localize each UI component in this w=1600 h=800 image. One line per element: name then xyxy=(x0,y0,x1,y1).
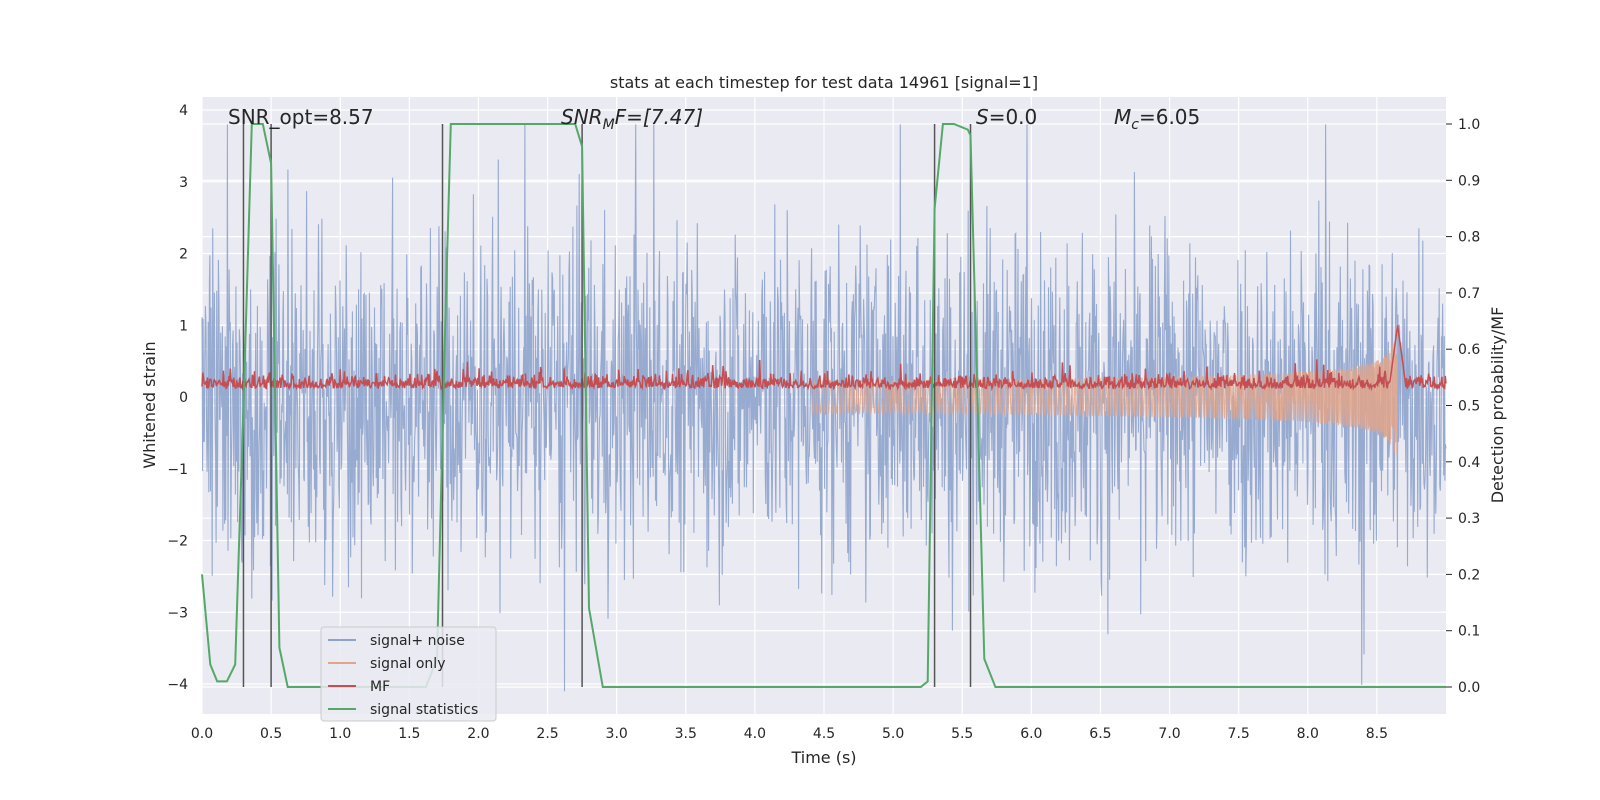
mc-sub: c xyxy=(1131,117,1139,133)
s-annotation: S=0.0 xyxy=(976,105,1037,129)
y2-tick-label: 0.9 xyxy=(1458,173,1480,189)
y-tick-label: 0 xyxy=(179,390,188,406)
y2-tick-label: 0.7 xyxy=(1458,286,1480,302)
y2-tick-label: 0.6 xyxy=(1458,342,1480,358)
x-tick-label: 8.5 xyxy=(1366,726,1388,742)
mc-annotation: Mc=6.05 xyxy=(1114,105,1200,133)
legend-label-noise: signal+ noise xyxy=(370,633,465,649)
y-tick-labels: 4 3 2 1 0 −1 −2 −3 −4 xyxy=(167,103,188,693)
x-tick-label: 4.5 xyxy=(813,726,835,742)
y2-tick-label: 0.1 xyxy=(1458,624,1480,640)
y-tick-label: −4 xyxy=(167,677,188,693)
x-tick-label: 2.5 xyxy=(536,726,558,742)
x-tick-label: 6.5 xyxy=(1089,726,1111,742)
y2-tick-label: 1.0 xyxy=(1458,117,1480,133)
y2-tick-label: 0.0 xyxy=(1458,680,1480,696)
legend-label-mf: MF xyxy=(370,679,390,695)
snr-mf-rest: F=[7.47] xyxy=(615,105,703,129)
y-axis-label: Whitened strain xyxy=(140,341,159,468)
mc-var: M xyxy=(1114,105,1131,129)
x-tick-label: 3.5 xyxy=(675,726,697,742)
y2-tick-label: 0.2 xyxy=(1458,567,1480,583)
x-tick-labels: 0.0 0.5 1.0 1.5 2.0 2.5 3.0 3.5 4.0 4.5 5.0 5.5 6.0 6… xyxy=(191,726,1388,742)
signal-statistics-line xyxy=(201,123,1446,688)
x-tick-label: 1.5 xyxy=(398,726,420,742)
legend: signal+ noise signal only MF signal stat… xyxy=(320,626,497,722)
y-tick-label: 1 xyxy=(179,318,188,334)
signal-noise-line xyxy=(201,124,1447,692)
x-tick-label: 7.5 xyxy=(1228,726,1250,742)
legend-label-signal-statistics: signal statistics xyxy=(370,702,478,718)
y-tick-label: −3 xyxy=(167,605,188,621)
legend-box xyxy=(320,626,497,722)
x-tick-label: 5.5 xyxy=(951,726,973,742)
snr-mf-annotation: SNRMF=[7.47] xyxy=(561,105,703,133)
signal-noise-series xyxy=(201,124,1447,692)
chart-title: stats at each timestep for test data 149… xyxy=(610,73,1038,92)
x-tick-label: 0.0 xyxy=(191,726,213,742)
y2-tick-label: 0.5 xyxy=(1458,399,1480,415)
legend-label-signal-only: signal only xyxy=(370,656,445,672)
x-tick-label: 3.0 xyxy=(606,726,628,742)
x-tick-label: 1.0 xyxy=(329,726,351,742)
signal-only-line xyxy=(809,336,1398,456)
x-tick-label: 0.5 xyxy=(260,726,282,742)
snr-mf-main: SNR xyxy=(561,105,603,129)
mc-rest: =6.05 xyxy=(1139,105,1200,129)
y2-tick-labels: 1.0 0.9 0.8 0.7 0.6 0.5 0.4 0.3 0.2 0.1 0.0 xyxy=(1446,117,1480,696)
y-tick-label: 2 xyxy=(179,247,188,263)
signal-only-series xyxy=(809,336,1398,456)
s-rest: =0.0 xyxy=(989,105,1038,129)
s-var: S xyxy=(976,105,989,129)
signal-statistics-series xyxy=(201,123,1446,688)
y2-tick-label: 0.3 xyxy=(1458,511,1480,527)
x-tick-label: 7.0 xyxy=(1158,726,1180,742)
mf-line xyxy=(201,325,1447,392)
x-tick-label: 5.0 xyxy=(882,726,904,742)
y-tick-label: −2 xyxy=(167,534,188,550)
snr-mf-sub: M xyxy=(603,117,615,133)
snr-opt-annotation: SNR_opt=8.57 xyxy=(228,105,374,129)
x-tick-label: 6.0 xyxy=(1020,726,1042,742)
x-axis-label: Time (s) xyxy=(790,748,856,767)
y-tick-label: 4 xyxy=(179,103,188,119)
x-tick-label: 2.0 xyxy=(467,726,489,742)
mf-series xyxy=(201,325,1447,392)
y-tick-label: 3 xyxy=(179,175,188,191)
x-tick-label: 8.0 xyxy=(1297,726,1319,742)
x-tick-label: 4.0 xyxy=(744,726,766,742)
y2-axis-label: Detection probability/MF xyxy=(1488,307,1507,504)
y-tick-label: −1 xyxy=(167,462,188,478)
y2-tick-label: 0.8 xyxy=(1458,230,1480,246)
y2-tick-label: 0.4 xyxy=(1458,455,1480,471)
